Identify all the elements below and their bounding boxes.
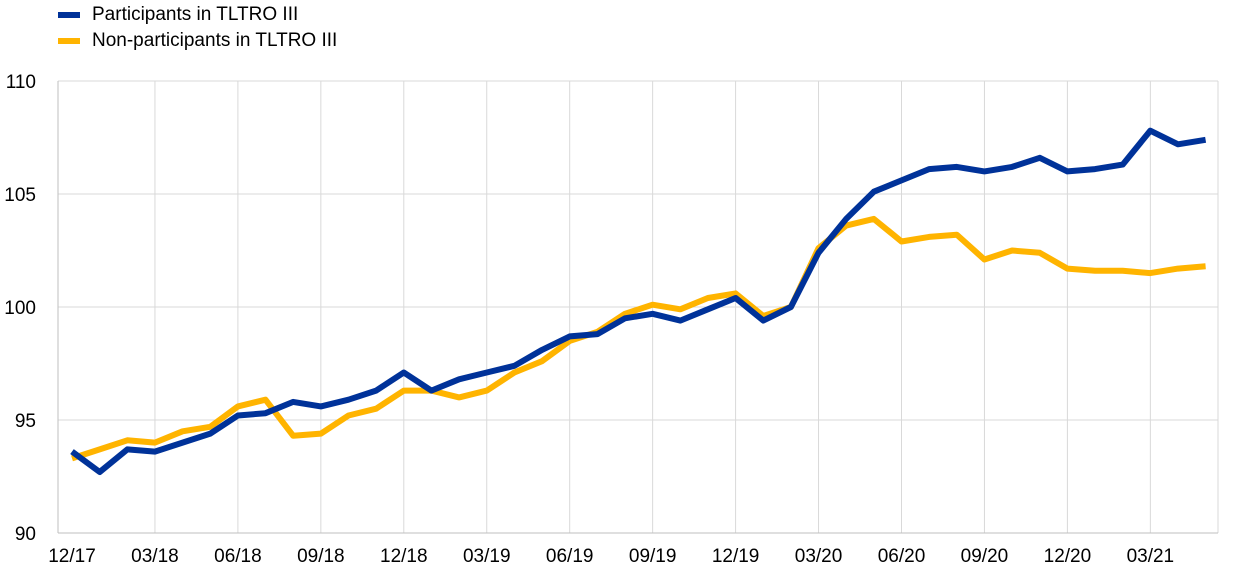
legend-item-participants: Participants in TLTRO III — [58, 2, 337, 28]
y-tick-label: 105 — [4, 185, 36, 206]
x-tick-label: 06/20 — [878, 546, 926, 567]
x-tick-label: 06/18 — [214, 546, 262, 567]
y-tick-label: 95 — [15, 411, 36, 432]
y-tick-label: 100 — [4, 298, 36, 319]
legend-label-participants: Participants in TLTRO III — [92, 4, 299, 25]
x-tick-label: 09/18 — [297, 546, 345, 567]
y-tick-label: 110 — [6, 72, 36, 93]
x-tick-label: 03/21 — [1127, 546, 1175, 567]
series-line-non-participants — [71, 215, 1206, 462]
x-tick-label: 12/20 — [1044, 546, 1092, 567]
legend-item-non-participants: Non-participants in TLTRO III — [58, 28, 337, 54]
x-tick-label: 06/19 — [546, 546, 594, 567]
y-tick-label: 90 — [15, 524, 36, 545]
x-tick-label: 03/18 — [131, 546, 179, 567]
x-tick-label: 03/19 — [463, 546, 511, 567]
x-tick-label: 09/20 — [961, 546, 1009, 567]
legend: Participants in TLTRO III Non-participan… — [58, 2, 337, 54]
legend-swatch-non-participants — [58, 38, 80, 44]
x-tick-label: 12/19 — [712, 546, 760, 567]
x-tick-label: 09/19 — [629, 546, 677, 567]
x-tick-label: 03/20 — [795, 546, 843, 567]
axes — [57, 81, 1218, 534]
legend-label-non-participants: Non-participants in TLTRO III — [92, 30, 338, 51]
legend-swatch-participants — [58, 12, 80, 18]
x-tick-label: 12/18 — [380, 546, 428, 567]
x-tick-label: 12/17 — [48, 546, 96, 567]
y-tick-labels: 90 95 100 105 110 — [4, 72, 36, 545]
x-tick-labels: 12/17 03/18 06/18 09/18 12/18 03/19 06/19 09/19… — [48, 546, 1174, 567]
series-line-participants — [70, 127, 1207, 475]
series-lines — [70, 127, 1207, 475]
